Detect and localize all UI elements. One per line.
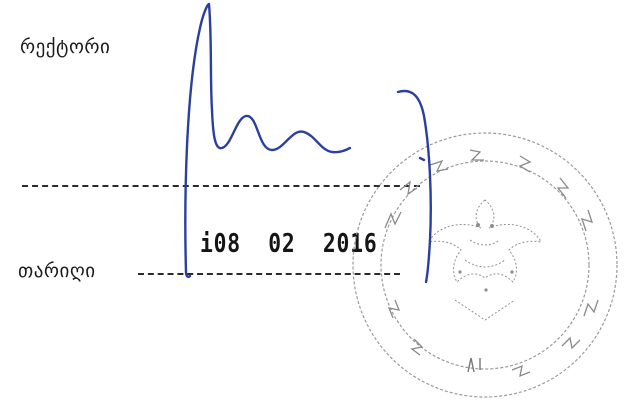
rector-label: რექტორი xyxy=(20,36,111,58)
date-label: თარიღი xyxy=(18,260,96,282)
signature-dashed-line xyxy=(22,185,420,187)
date-stamp: i08 02 2016 xyxy=(200,229,378,259)
date-dashed-line xyxy=(138,273,400,275)
